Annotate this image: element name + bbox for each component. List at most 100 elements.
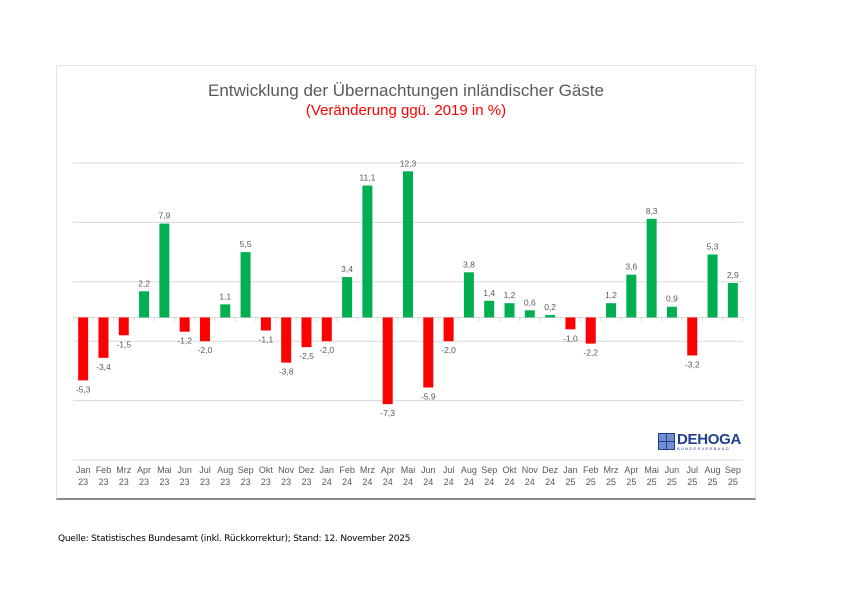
- x-tick-label-month: Aug: [217, 465, 233, 475]
- x-tick-label-month: Jan: [76, 465, 91, 475]
- value-label: -5,3: [76, 384, 91, 394]
- bar: [139, 291, 150, 318]
- value-label: -3,4: [96, 362, 111, 372]
- x-tick-label-year: 24: [545, 477, 555, 487]
- x-tick-label-month: Aug: [461, 465, 477, 475]
- bar: [626, 274, 637, 318]
- bar: [98, 317, 109, 358]
- chart-title: Entwicklung der Übernachtungen inländisc…: [208, 81, 604, 100]
- bar: [666, 306, 677, 318]
- value-label: -1,5: [116, 339, 131, 349]
- bar: [423, 317, 434, 388]
- bar: [565, 317, 576, 330]
- logo-subtitle: BUNDESVERBAND: [677, 446, 730, 451]
- x-tick-label-year: 23: [281, 477, 291, 487]
- x-tick-label-year: 23: [98, 477, 108, 487]
- bar: [403, 171, 413, 318]
- x-tick-label-year: 25: [606, 477, 616, 487]
- bar: [707, 254, 718, 318]
- x-tick-label-month: Sep: [238, 465, 254, 475]
- x-tick-label-year: 25: [667, 477, 677, 487]
- bar: [504, 303, 515, 318]
- value-label: -1,1: [259, 335, 274, 345]
- value-label: 1,2: [504, 290, 516, 300]
- x-tick-label-month: Dez: [298, 465, 315, 475]
- x-tick-label-year: 23: [159, 477, 169, 487]
- value-label: 1,4: [483, 288, 495, 298]
- x-tick-label-month: Jun: [665, 465, 680, 475]
- source-note: Quelle: Statistisches Bundesamt (inkl. R…: [58, 534, 411, 544]
- bar: [443, 317, 454, 342]
- x-tick-label-month: Mai: [401, 465, 416, 475]
- x-tick-label-month: Mai: [157, 465, 172, 475]
- x-tick-label-year: 25: [565, 477, 575, 487]
- bar: [342, 277, 353, 318]
- value-label: 3,6: [625, 262, 637, 272]
- bar: [240, 252, 251, 318]
- bar: [159, 223, 170, 318]
- x-axis-labels: Jan 23 Feb 23 Mrz 23 Apr 23 Mai 23 Jun 23 Jul 23 Aug 23…: [76, 465, 741, 487]
- x-tick-label-year: 24: [444, 477, 454, 487]
- chart-subtitle: (Veränderung ggü. 2019 in %): [305, 102, 507, 119]
- bar: [585, 317, 596, 344]
- bar: [199, 317, 210, 342]
- value-label: 2,2: [138, 278, 150, 288]
- value-label: 0,6: [524, 297, 536, 307]
- x-tick-label-month: Jul: [443, 465, 455, 475]
- value-label: 3,8: [463, 259, 475, 269]
- x-tick-label-month: Mrz: [360, 465, 375, 475]
- value-label: -5,9: [421, 392, 436, 402]
- x-tick-label-year: 24: [423, 477, 433, 487]
- x-tick-label-month: Apr: [137, 465, 151, 475]
- value-label: -3,8: [279, 367, 294, 377]
- dehoga-logo-icon: [658, 433, 675, 450]
- x-tick-label-year: 23: [139, 477, 149, 487]
- x-tick-label-year: 24: [322, 477, 332, 487]
- value-label: 5,3: [707, 241, 719, 251]
- value-label: -2,2: [583, 348, 598, 358]
- value-label: -2,5: [299, 351, 314, 361]
- bar: [301, 317, 312, 348]
- x-tick-label-month: Nov: [278, 465, 295, 475]
- bar: [463, 272, 474, 318]
- x-tick-label-year: 23: [301, 477, 311, 487]
- x-tick-label-year: 23: [261, 477, 271, 487]
- x-tick-label-year: 25: [647, 477, 657, 487]
- value-label: 3,4: [341, 264, 353, 274]
- value-label: -2,0: [441, 345, 456, 355]
- x-tick-label-year: 24: [362, 477, 372, 487]
- x-tick-label-year: 23: [200, 477, 210, 487]
- x-tick-label-year: 23: [78, 477, 88, 487]
- value-label: -2,0: [319, 345, 334, 355]
- x-tick-label-year: 25: [728, 477, 738, 487]
- x-tick-label-month: Mai: [644, 465, 659, 475]
- x-tick-label-month: Nov: [522, 465, 539, 475]
- x-tick-label-month: Sep: [481, 465, 497, 475]
- bar: [281, 317, 292, 363]
- value-label: 0,9: [666, 294, 678, 304]
- x-tick-label-year: 24: [383, 477, 393, 487]
- value-label: 0,2: [544, 302, 556, 312]
- bar: [362, 185, 373, 318]
- value-label: 11,1: [359, 173, 375, 183]
- x-tick-label-year: 24: [464, 477, 474, 487]
- x-tick-label-month: Jul: [686, 465, 698, 475]
- x-tick-label-year: 25: [708, 477, 718, 487]
- bar: [646, 218, 657, 318]
- x-tick-label-month: Jun: [177, 465, 192, 475]
- value-label: -1,2: [177, 336, 192, 346]
- bar: [179, 317, 190, 332]
- value-label: 5,5: [240, 239, 252, 249]
- x-tick-label-month: Aug: [705, 465, 721, 475]
- bar: [78, 317, 89, 381]
- value-label: -2,0: [198, 345, 213, 355]
- dehoga-logo: DEHOGA BUNDESVERBAND: [658, 432, 741, 451]
- value-label: 1,1: [219, 291, 231, 301]
- x-tick-label-year: 25: [626, 477, 636, 487]
- value-label: 2,9: [727, 270, 739, 280]
- x-tick-label-year: 24: [484, 477, 494, 487]
- x-tick-label-month: Mrz: [116, 465, 131, 475]
- value-label: 8,3: [646, 206, 658, 216]
- bar: [321, 317, 332, 342]
- value-labels: -5,3 -3,4 -1,5 2,2 7,9 -1,2 -2,0 1,1 5,5 -1,1 -3,8…: [76, 158, 739, 418]
